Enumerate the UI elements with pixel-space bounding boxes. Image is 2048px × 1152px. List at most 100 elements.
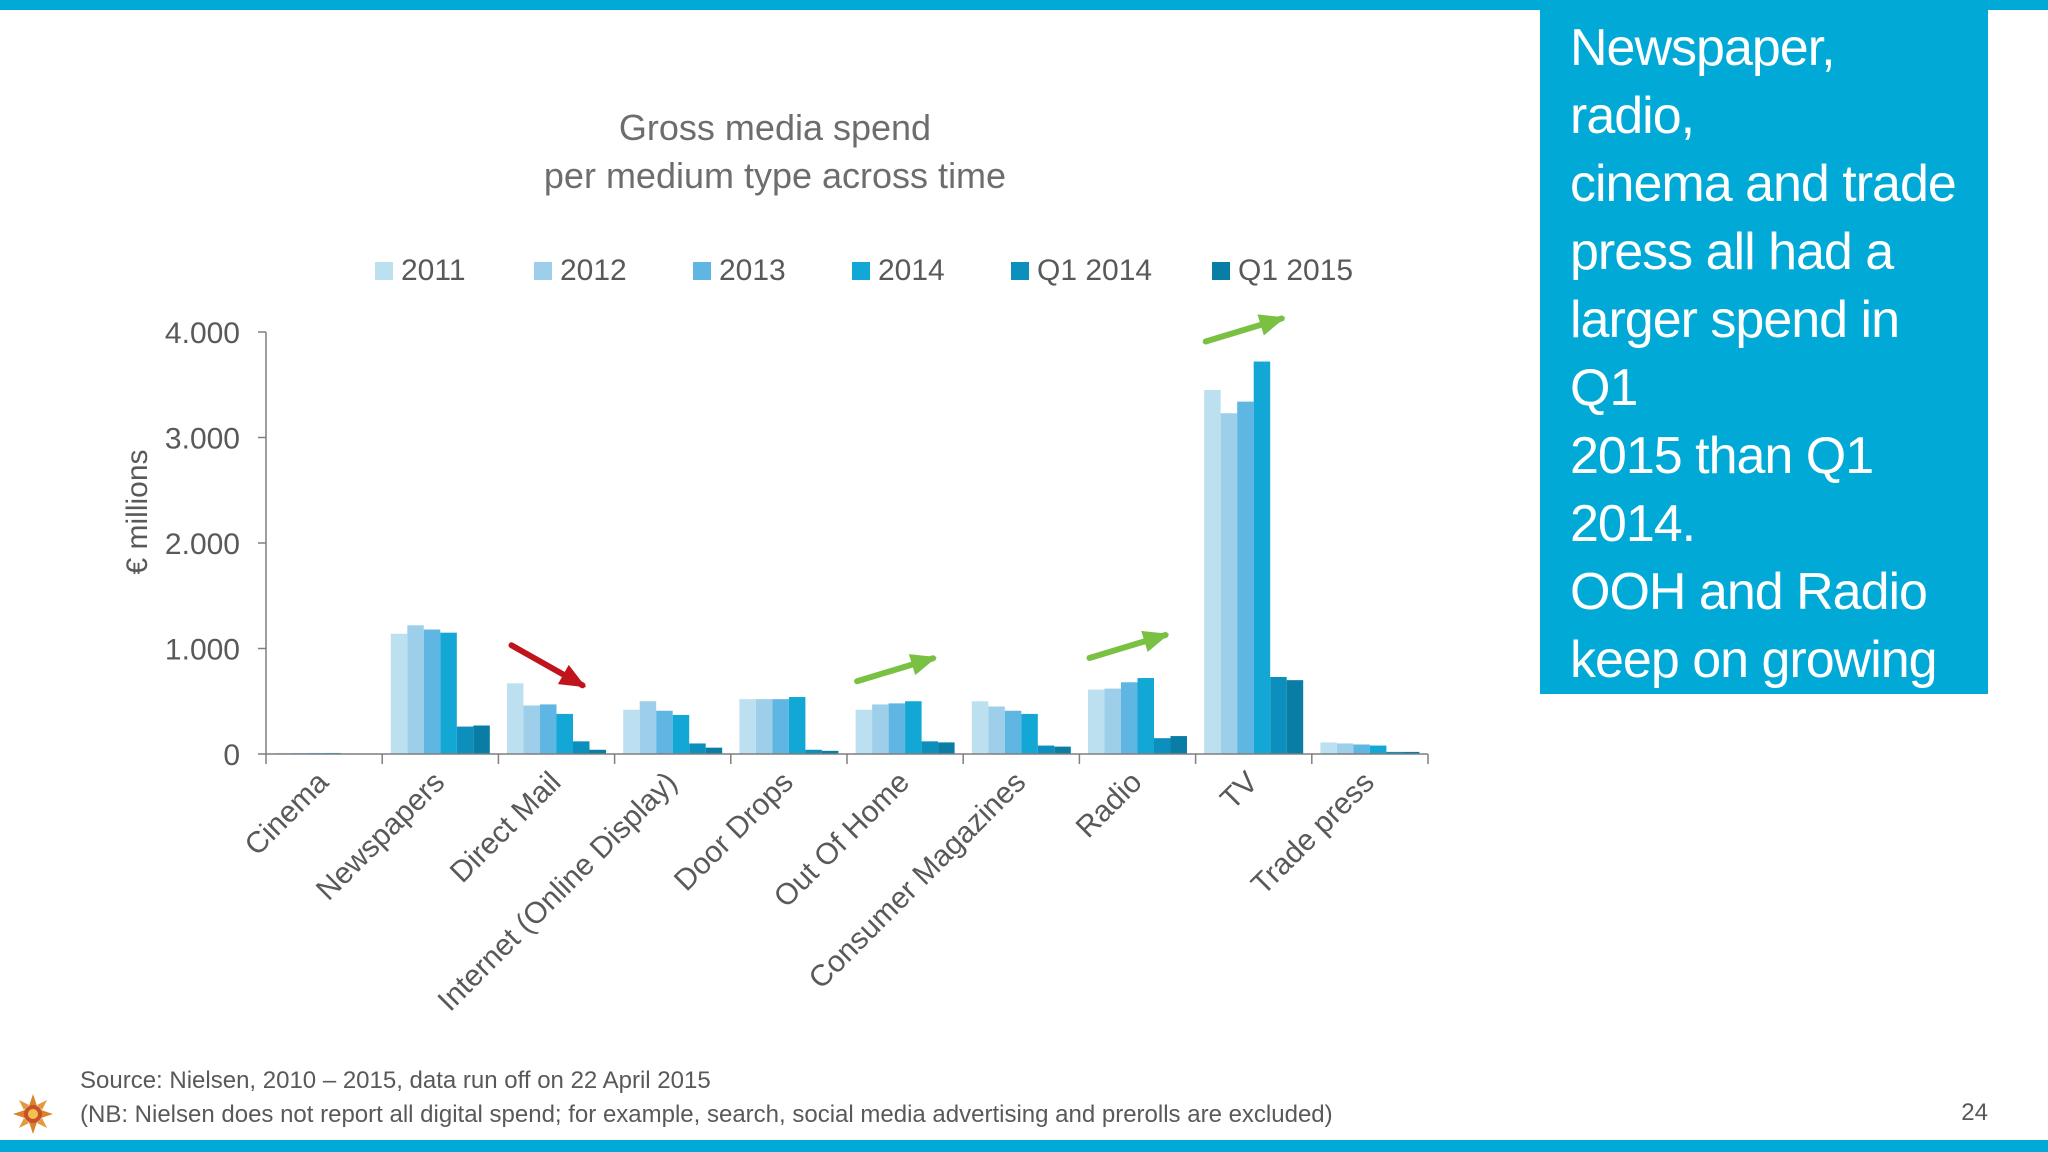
bar [1286, 680, 1304, 754]
bar [739, 699, 756, 754]
x-tick-label: Radio [1070, 766, 1149, 845]
bar [1104, 688, 1121, 754]
bar [938, 742, 955, 754]
x-tick-label: Consumer Magazines [803, 766, 1033, 996]
legend-swatch [1212, 262, 1230, 280]
bar [473, 725, 490, 754]
bar [573, 741, 590, 754]
bar [407, 625, 424, 754]
annotation-arrowhead [908, 654, 937, 676]
x-tick-label: Internet (Online Display) [432, 766, 684, 1018]
bar [589, 749, 606, 754]
bar [921, 741, 939, 754]
top-accent-bar [0, 0, 2048, 10]
bar [888, 703, 906, 754]
bar [772, 699, 789, 754]
bar [423, 629, 441, 754]
callout-line: Newspaper, radio, [1570, 19, 1836, 145]
bar [1004, 710, 1022, 754]
bar [821, 750, 839, 754]
bar [971, 701, 989, 754]
legend-swatch [534, 262, 552, 280]
legend-swatch [693, 262, 711, 280]
legend-swatch [1011, 262, 1029, 280]
bar [540, 704, 557, 754]
legend-label: 2012 [560, 254, 627, 287]
bar-chart: Gross media spend per medium type across… [121, 107, 1429, 1018]
legend: 2011 2012 2013 2014 Q1 2014 Q1 2015 [375, 254, 1353, 287]
bar [1137, 678, 1154, 754]
callout-line: cinema and trade [1570, 155, 1957, 213]
callout-line: big increase in [1570, 835, 1891, 893]
bar [1270, 676, 1287, 754]
bar [805, 749, 822, 754]
bar [1369, 745, 1387, 754]
source-note: Source: Nielsen, 2010 – 2015, data run o… [80, 1064, 1333, 1132]
annotations [508, 314, 1286, 689]
bar [507, 683, 524, 754]
y-tick-label: 3.000 [165, 423, 240, 456]
bar [672, 714, 690, 754]
bar [1220, 413, 1238, 754]
bar [656, 710, 673, 754]
callout-line: keep on growing [1570, 631, 1938, 689]
bar [855, 709, 873, 754]
y-tick-label: 4.000 [165, 317, 240, 350]
x-tick-label: Cinema [239, 765, 336, 862]
annotation-arrowhead [557, 664, 586, 688]
bar [1336, 743, 1354, 754]
x-tick-label: Trade press [1245, 766, 1381, 902]
x-tick-label: TV [1214, 766, 1264, 816]
bar [1054, 746, 1071, 754]
bar [390, 633, 408, 754]
bar [905, 701, 922, 754]
y-axis: 0 1.000 2.000 3.000 4.000 [165, 317, 267, 772]
x-tick-label: Direct Mail [444, 766, 568, 890]
bar [872, 704, 889, 754]
bar [755, 699, 773, 754]
legend-label: 2014 [878, 254, 945, 287]
y-axis-label: € millions [121, 449, 154, 574]
y-tick-label: 0 [223, 739, 240, 772]
callout-line: press all had a [1570, 223, 1894, 281]
callout-line: OOH and Radio [1570, 563, 1928, 621]
legend-label: Q1 2014 [1037, 254, 1152, 287]
annotation-arrowhead [1141, 630, 1170, 652]
bar [440, 632, 457, 754]
bar [705, 747, 723, 754]
bar [556, 713, 573, 754]
bar [456, 726, 474, 754]
bar [1320, 742, 1337, 754]
bar [1237, 401, 1254, 754]
bar [1402, 751, 1420, 754]
bar [623, 709, 640, 754]
bar [1253, 361, 1271, 754]
legend-label: 2011 [401, 254, 466, 287]
source-disclaimer: (NB: Nielsen does not report all digital… [80, 1101, 1333, 1128]
annotation-arrowhead [1257, 314, 1286, 336]
chart-title: Gross media spend per medium type across… [544, 107, 1006, 196]
chart-title-line-1: Gross media spend [619, 107, 931, 148]
page-number: 24 [1961, 1099, 1988, 1126]
bottom-accent-bar [0, 1140, 2048, 1152]
sun-logo-icon [13, 1094, 53, 1134]
callout-line: larger spend in Q1 [1570, 291, 1900, 417]
bar [1037, 745, 1055, 754]
bar [689, 743, 706, 754]
legend-swatch [852, 262, 870, 280]
bars [274, 361, 1420, 755]
bar [639, 701, 657, 754]
callout-line: steadily. TV had a [1570, 699, 1923, 825]
bar [1088, 689, 1105, 754]
bar [788, 697, 806, 754]
bar [988, 706, 1005, 754]
bar [1121, 682, 1138, 754]
source-line: Source: Nielsen, 2010 – 2015, data run o… [80, 1067, 711, 1094]
bar [1353, 744, 1370, 754]
callout-box: Newspaper, radio, cinema and trade press… [1540, 10, 1988, 961]
bar [1154, 738, 1171, 754]
bar [1204, 390, 1221, 754]
bar [1386, 751, 1403, 754]
